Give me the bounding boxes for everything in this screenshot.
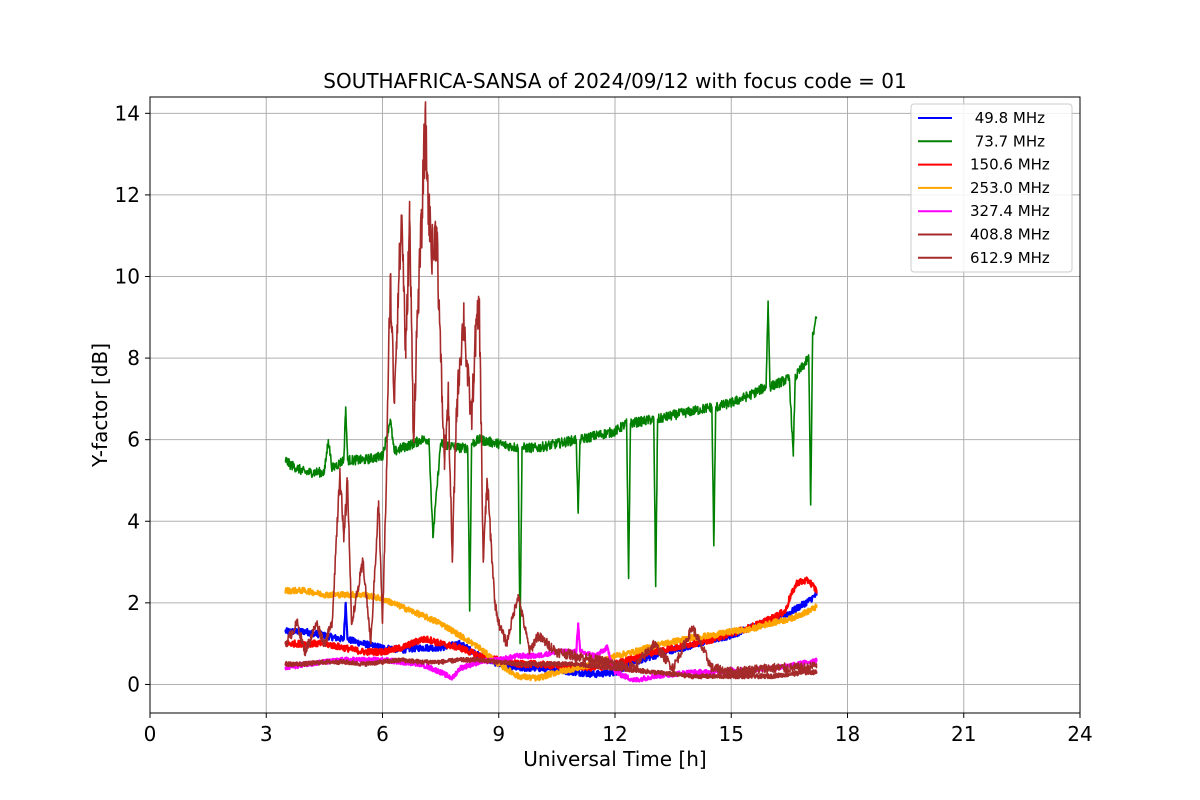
x-axis-label: Universal Time [h]	[523, 747, 706, 771]
x-tick-label: 21	[951, 722, 976, 746]
legend-label: 73.7 MHz	[970, 132, 1045, 150]
y-tick-label: 4	[127, 509, 140, 533]
legend-label: 408.8 MHz	[970, 226, 1050, 244]
y-axis-label: Y-factor [dB]	[88, 343, 112, 468]
x-tick-label: 18	[835, 722, 860, 746]
series-group	[284, 101, 818, 683]
chart-title: SOUTHAFRICA-SANSA of 2024/09/12 with foc…	[323, 69, 907, 93]
y-tick-label: 0	[127, 672, 140, 696]
y-tick-label: 10	[115, 264, 140, 288]
x-tick-label: 15	[719, 722, 744, 746]
legend-label: 253.0 MHz	[970, 179, 1050, 197]
y-tick-label: 2	[127, 591, 140, 615]
x-tick-label: 24	[1067, 722, 1092, 746]
series-line-1	[284, 300, 818, 645]
legend-label: 612.9 MHz	[970, 249, 1050, 267]
x-tick-label: 9	[492, 722, 505, 746]
series-line-5	[284, 656, 818, 680]
x-tick-label: 0	[144, 722, 157, 746]
y-tick-label: 14	[115, 101, 140, 125]
series-line-6	[284, 101, 818, 678]
legend: 49.8 MHz 73.7 MHz 150.6 MHz 253.0 MHz 327.4…	[910, 103, 1073, 273]
legend-box	[910, 103, 1073, 273]
legend-label: 49.8 MHz	[970, 109, 1045, 127]
x-tick-label: 12	[602, 722, 627, 746]
y-tick-label: 6	[127, 428, 140, 452]
y-tick-label: 12	[115, 183, 140, 207]
y-tick-label: 8	[127, 346, 140, 370]
x-tick-label: 3	[260, 722, 273, 746]
legend-label: 327.4 MHz	[970, 202, 1050, 220]
legend-label: 150.6 MHz	[970, 156, 1050, 174]
x-tick-label: 6	[376, 722, 389, 746]
